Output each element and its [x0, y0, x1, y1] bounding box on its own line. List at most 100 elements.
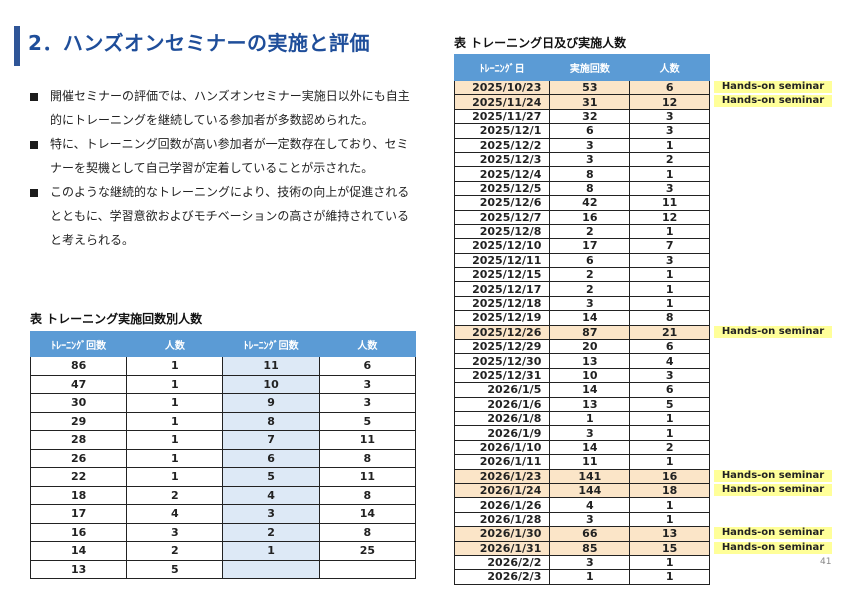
- count-cell: 42: [549, 195, 631, 211]
- date-cell: 2025/11/24: [453, 94, 551, 110]
- date-cell: 2025/12/4: [453, 166, 551, 182]
- table-row: 2026/1/26 4 1: [453, 497, 710, 513]
- count-cell: 87: [549, 324, 631, 341]
- count-cell: 1: [549, 569, 631, 585]
- table-row: 2025/12/2 3 1: [453, 137, 710, 153]
- table-row: 2026/1/5 14 6: [453, 382, 710, 398]
- table-cell: 1: [126, 411, 224, 431]
- table-cell: 1: [126, 393, 224, 413]
- table-row: 2025/12/8 2 1: [453, 223, 710, 240]
- people-cell: 1: [629, 137, 710, 153]
- date-cell: 2025/12/17: [453, 281, 551, 297]
- table-cell: 5: [318, 411, 417, 431]
- people-cell: 1: [629, 295, 710, 312]
- table-row: 2025/12/17 2 1: [453, 281, 710, 297]
- table-cell: 5: [126, 559, 224, 579]
- table-cell: 28: [29, 430, 128, 450]
- count-cell: 3: [549, 425, 631, 441]
- count-cell: 6: [549, 123, 631, 139]
- people-cell: 3: [629, 367, 710, 384]
- table-cell: 2: [126, 541, 224, 561]
- table-cell: 14: [318, 504, 417, 524]
- count-cell: 3: [549, 511, 631, 528]
- count-cell: 8: [549, 166, 631, 182]
- column-header: 人数: [629, 54, 710, 81]
- table-row: 2025/12/1 6 3: [453, 123, 710, 139]
- count-cell: 2: [549, 281, 631, 297]
- table-row: 2025/12/19 14 8: [453, 310, 710, 326]
- table-cell: 1: [126, 430, 224, 450]
- people-cell: 1: [629, 554, 710, 571]
- people-cell: 13: [629, 526, 710, 542]
- bullet-text: 開催セミナーの評価では、ハンズオンセミナー実施日以外にも自主的にトレーニングを継…: [50, 89, 410, 127]
- table-cell: 1: [126, 356, 224, 376]
- date-cell: 2025/10/23: [453, 79, 551, 96]
- hands-on-seminar-tag: Hands-on seminar: [714, 542, 832, 554]
- table-cell: 1: [126, 467, 224, 487]
- table-row: 22 1 5 11: [29, 467, 417, 487]
- date-cell: 2025/12/6: [453, 195, 551, 211]
- date-cell: 2025/12/10: [453, 238, 551, 254]
- people-cell: 1: [629, 281, 710, 297]
- table-row: 2025/12/3 3 2: [453, 151, 710, 168]
- date-cell: 2026/1/8: [453, 410, 551, 427]
- people-cell: 2: [629, 151, 710, 168]
- title-accent-bar: [14, 26, 20, 66]
- count-cell: 6: [549, 252, 631, 269]
- table-row: 13 5: [29, 559, 417, 579]
- table-cell: 2: [126, 485, 224, 505]
- table-row: 2025/12/6 42 11: [453, 195, 710, 211]
- people-cell: 1: [629, 410, 710, 427]
- table-cell: 4: [126, 504, 224, 524]
- people-cell: 21: [629, 324, 710, 341]
- table-cell: 26: [29, 448, 128, 468]
- table-row: 2026/1/9 3 1: [453, 425, 710, 441]
- count-cell: 85: [549, 540, 631, 556]
- hands-on-seminar-tag: Hands-on seminar: [714, 326, 832, 338]
- hands-on-seminar-tag: Hands-on seminar: [714, 527, 832, 539]
- date-cell: 2026/1/5: [453, 382, 551, 398]
- table-row: 2026/1/30 66 13: [453, 526, 710, 542]
- date-cell: 2025/12/26: [453, 324, 551, 341]
- table-cell: 17: [29, 504, 128, 524]
- table-row: 2025/12/10 17 7: [453, 238, 710, 254]
- people-cell: 8: [629, 310, 710, 326]
- date-cell: 2026/1/23: [453, 468, 551, 484]
- count-cell: 53: [549, 79, 631, 96]
- count-cell: 1: [549, 410, 631, 427]
- table2-caption: 表 トレーニング日及び実施人数: [454, 36, 627, 50]
- people-cell: 3: [629, 108, 710, 125]
- count-cell: 10: [549, 367, 631, 384]
- table-cell: 14: [29, 541, 128, 561]
- table-cell: 29: [29, 411, 128, 431]
- table-cell: 16: [29, 522, 128, 542]
- count-cell: 4: [549, 497, 631, 513]
- table-cell: 10: [222, 374, 320, 394]
- date-cell: 2026/1/6: [453, 396, 551, 412]
- people-cell: 1: [629, 497, 710, 513]
- table-row: 2025/12/18 3 1: [453, 295, 710, 312]
- date-cell: 2025/12/29: [453, 339, 551, 355]
- people-cell: 5: [629, 396, 710, 412]
- table-row: 2025/12/26 87 21: [453, 324, 710, 341]
- table-row: 2025/12/29 20 6: [453, 339, 710, 355]
- date-cell: 2026/1/28: [453, 511, 551, 528]
- date-cell: 2025/12/2: [453, 137, 551, 153]
- date-cell: 2025/12/8: [453, 223, 551, 240]
- table-cell: 8: [222, 411, 320, 431]
- table-row: 2026/1/10 14 2: [453, 439, 710, 456]
- date-cell: 2026/1/10: [453, 439, 551, 456]
- column-header: 実施回数: [549, 54, 631, 81]
- people-cell: 1: [629, 511, 710, 528]
- training-date-table: ﾄﾚｰﾆﾝｸﾞ日 実施回数 人数 2025/10/23 53 6 2025/11/24 31…: [453, 54, 710, 585]
- people-cell: 18: [629, 482, 710, 499]
- people-cell: 1: [629, 425, 710, 441]
- bullet-item: このような継続的なトレーニングにより、技術の向上が促進されるとともに、学習意欲お…: [30, 180, 414, 252]
- table-row: 2025/12/31 10 3: [453, 367, 710, 384]
- hands-on-seminar-tag: Hands-on seminar: [714, 95, 832, 107]
- people-cell: 3: [629, 252, 710, 269]
- count-cell: 20: [549, 339, 631, 355]
- square-bullet-icon: [30, 141, 38, 149]
- table-row: 2025/12/15 2 1: [453, 267, 710, 283]
- table-cell: 11: [318, 430, 417, 450]
